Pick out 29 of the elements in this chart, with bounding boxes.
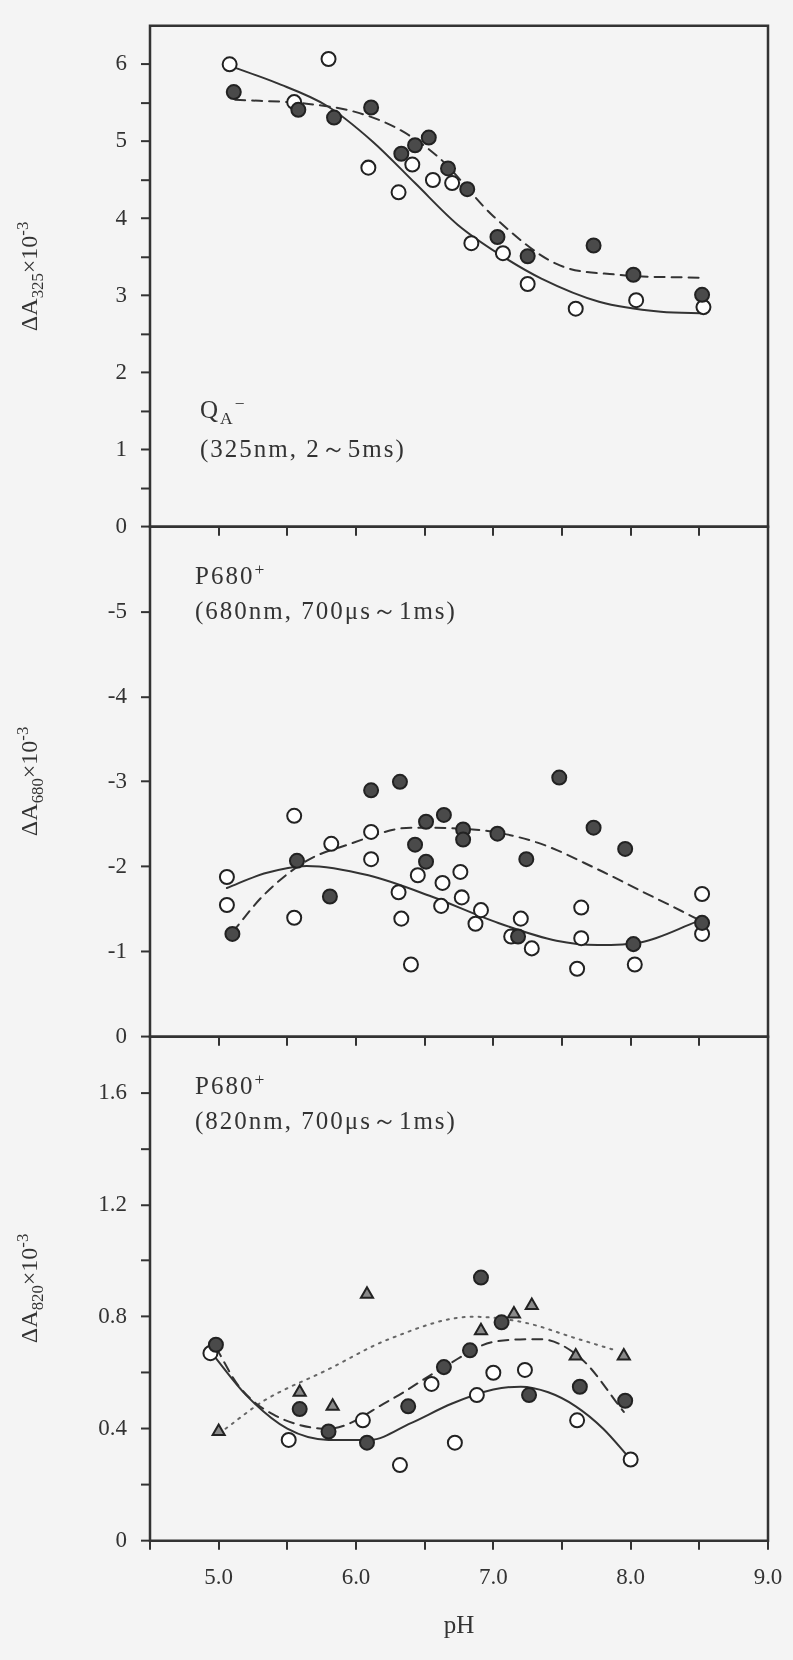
y-tick-label: 5 — [115, 126, 127, 153]
y-tick-label: -5 — [107, 597, 127, 624]
annotation: P680$^{+}$ — [195, 1068, 268, 1102]
y-tick-label: 1.2 — [98, 1190, 127, 1217]
x-tick-label: 6.0 — [341, 1562, 371, 1589]
y-tick-label: 0 — [115, 1525, 127, 1552]
y-tick-label: 0.4 — [98, 1413, 128, 1440]
y-tick-label: 3 — [115, 280, 127, 307]
y-tick-label: 1.6 — [98, 1078, 127, 1105]
y-tick-label: 2 — [115, 357, 127, 384]
y-tick-label: 0 — [115, 1021, 127, 1049]
y-tick-label: -2 — [107, 852, 127, 879]
x-tick-label: 5.0 — [204, 1562, 234, 1589]
x-tick-label: 7.0 — [478, 1562, 508, 1589]
y-tick-label: 4 — [115, 203, 128, 230]
x-tick-label: 8.0 — [616, 1562, 646, 1589]
annotation: P680$^{+}$ — [195, 558, 268, 592]
annotation: (680nm, 700μs～1ms) — [195, 596, 457, 627]
y-tick-label: 0 — [115, 512, 127, 539]
annotation: (325nm, 2～5ms) — [200, 434, 406, 465]
y-tick-label: 1 — [115, 434, 127, 461]
x-tick-label: 9.0 — [753, 1562, 783, 1589]
y-tick-label: 6 — [115, 49, 127, 76]
x-axis-title: pH — [443, 1611, 475, 1639]
annotation: (820nm, 700μs～1ms) — [195, 1106, 457, 1137]
y-tick-label: -1 — [107, 937, 127, 964]
y-tick-label: 0.8 — [98, 1301, 127, 1328]
y-tick-label: -3 — [107, 767, 127, 794]
y-tick-label: -4 — [107, 682, 128, 709]
